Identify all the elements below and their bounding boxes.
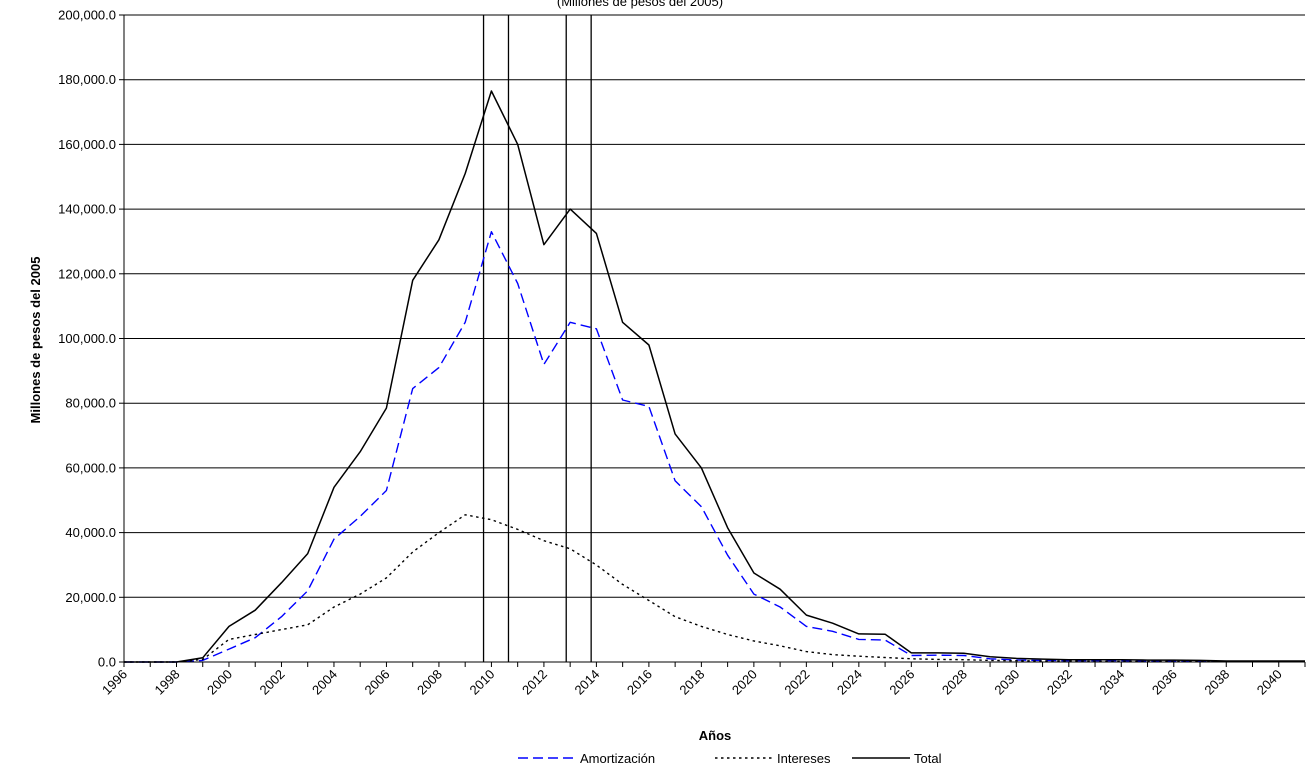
x-axis-title: Años <box>699 728 732 743</box>
y-tick-label: 180,000.0 <box>58 72 116 87</box>
x-tick-label: 2022 <box>781 667 812 698</box>
y-tick-label: 200,000.0 <box>58 8 116 23</box>
x-tick-label: 2024 <box>834 667 865 698</box>
series-lines <box>124 90 1305 663</box>
x-tick-label: 2018 <box>676 667 707 698</box>
y-tick-labels: 0.0 20,000.0 40,000.0 60,000.0 80,000.0 100,0… <box>58 8 116 670</box>
x-tick-label: 1996 <box>99 667 130 698</box>
y-tick-label: 160,000.0 <box>58 137 116 152</box>
vertical-marker-lines <box>482 15 592 662</box>
series-line-amortización <box>124 230 1305 663</box>
legend-label: Intereses <box>777 751 831 766</box>
series-line-intereses <box>124 514 1305 663</box>
x-tick-label: 2002 <box>257 667 288 698</box>
gridlines <box>119 14 1305 663</box>
legend: Amortización Intereses Total <box>518 751 942 766</box>
x-tick-label: 2028 <box>939 667 970 698</box>
y-tick-label: 80,000.0 <box>65 396 116 411</box>
x-tick-label: 2016 <box>624 667 655 698</box>
y-tick-label: 40,000.0 <box>65 525 116 540</box>
y-tick-label: 20,000.0 <box>65 590 116 605</box>
y-axis-title: Millones de pesos del 2005 <box>28 257 43 424</box>
x-tick-label: 2020 <box>729 667 760 698</box>
legend-label: Total <box>914 751 942 766</box>
x-tick-label: 2004 <box>309 667 340 698</box>
x-tick-label: 2026 <box>886 667 917 698</box>
x-tick-label: 2036 <box>1149 667 1180 698</box>
x-tick-label: 2000 <box>204 667 235 698</box>
y-tick-label: 60,000.0 <box>65 460 116 475</box>
x-tick-label: 2006 <box>362 667 393 698</box>
x-tick-label: 2010 <box>466 667 497 698</box>
x-tick-label: 2034 <box>1096 667 1127 698</box>
series-line-total <box>124 90 1305 663</box>
y-tick-label: 100,000.0 <box>58 331 116 346</box>
x-tick-labels: 1996 1998 2000 2002 2004 2006 2008 2010 2012 2014… <box>99 667 1285 698</box>
y-tick-label: 120,000.0 <box>58 266 116 281</box>
x-tick-label: 2008 <box>414 667 445 698</box>
y-tick-label: 140,000.0 <box>58 202 116 217</box>
x-tick-label: 2040 <box>1254 667 1285 698</box>
legend-label: Amortización <box>580 751 655 766</box>
x-tick-label: 2030 <box>991 667 1022 698</box>
x-tick-label: 2038 <box>1201 667 1232 698</box>
x-tick-label: 2012 <box>519 667 550 698</box>
x-tick-label: 1998 <box>152 667 183 698</box>
x-tick-label: 2014 <box>571 667 602 698</box>
y-tick-label: 0.0 <box>98 655 116 670</box>
x-tick-label: 2032 <box>1044 667 1075 698</box>
chart-title: (Millones de pesos del 2005) <box>557 0 723 9</box>
axes <box>123 15 1306 667</box>
